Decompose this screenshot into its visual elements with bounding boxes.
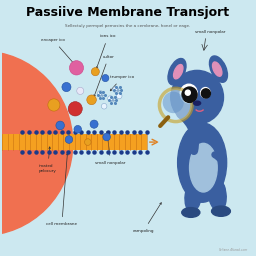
Circle shape: [65, 136, 73, 143]
Circle shape: [108, 96, 113, 101]
Circle shape: [98, 91, 103, 96]
Ellipse shape: [185, 180, 202, 212]
Ellipse shape: [194, 101, 201, 105]
Ellipse shape: [168, 59, 186, 85]
FancyArrowPatch shape: [180, 114, 195, 151]
Ellipse shape: [208, 178, 226, 211]
Circle shape: [163, 92, 184, 113]
Circle shape: [87, 95, 96, 105]
Text: cultor: cultor: [94, 55, 115, 97]
Ellipse shape: [189, 143, 217, 192]
Circle shape: [102, 74, 109, 82]
Circle shape: [159, 88, 192, 122]
Circle shape: [77, 87, 84, 94]
Circle shape: [68, 102, 82, 116]
Bar: [2, 134, 147, 150]
Text: campoling: campoling: [133, 203, 161, 233]
Circle shape: [62, 82, 71, 92]
Circle shape: [84, 139, 91, 145]
Circle shape: [0, 51, 73, 236]
Circle shape: [185, 90, 190, 95]
Text: trumper ico: trumper ico: [110, 75, 135, 91]
Ellipse shape: [211, 206, 230, 216]
Text: Seliane.4furad.com: Seliane.4furad.com: [219, 248, 249, 252]
FancyArrowPatch shape: [215, 155, 222, 162]
Ellipse shape: [178, 123, 227, 202]
Circle shape: [48, 99, 60, 111]
Ellipse shape: [209, 56, 227, 82]
Circle shape: [90, 120, 98, 128]
Ellipse shape: [174, 65, 183, 79]
Circle shape: [201, 89, 210, 98]
Circle shape: [182, 87, 197, 102]
Ellipse shape: [180, 84, 197, 103]
Circle shape: [91, 68, 99, 76]
Text: Sellectuly permpel pemosins the a cembrane, honel or eage.: Sellectuly permpel pemosins the a cembra…: [65, 24, 191, 28]
Ellipse shape: [212, 62, 222, 76]
Circle shape: [171, 70, 223, 124]
Circle shape: [69, 61, 83, 75]
Circle shape: [74, 125, 81, 133]
Text: small nonpolar: small nonpolar: [95, 132, 126, 165]
Circle shape: [56, 121, 65, 130]
Text: cell membrane: cell membrane: [46, 153, 77, 226]
Circle shape: [116, 93, 122, 99]
Text: imated
pelocury: imated pelocury: [39, 147, 57, 173]
Text: ions ico: ions ico: [96, 34, 116, 68]
Ellipse shape: [182, 208, 200, 217]
Circle shape: [103, 133, 110, 141]
FancyArrowPatch shape: [217, 182, 222, 192]
Ellipse shape: [201, 88, 210, 98]
Circle shape: [113, 87, 118, 92]
Circle shape: [101, 103, 107, 109]
Text: encaper ico: encaper ico: [41, 38, 74, 64]
Text: Passiive Membrane Transjort: Passiive Membrane Transjort: [26, 6, 230, 19]
Text: small nonpolar: small nonpolar: [195, 30, 225, 34]
